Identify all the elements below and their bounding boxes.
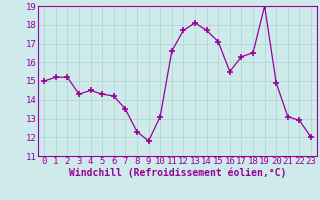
X-axis label: Windchill (Refroidissement éolien,°C): Windchill (Refroidissement éolien,°C)	[69, 168, 286, 178]
